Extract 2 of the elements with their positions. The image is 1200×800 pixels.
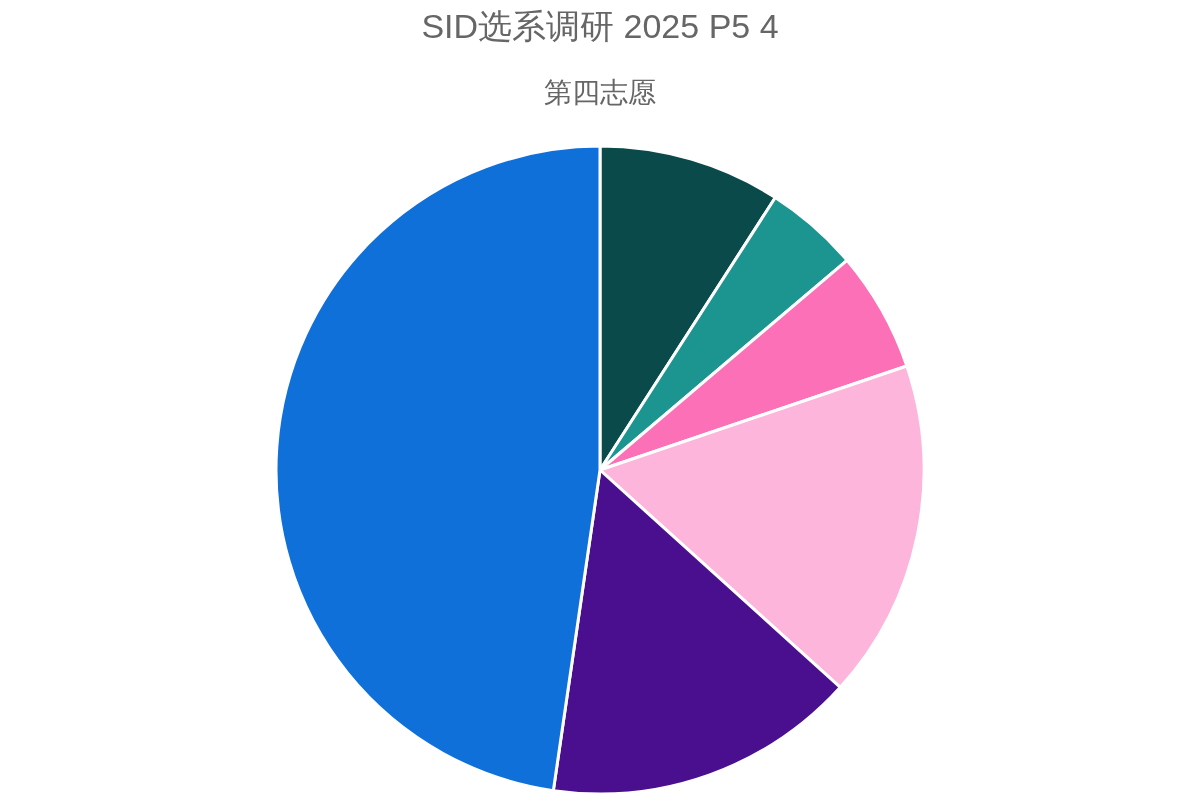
chart-title: SID选系调研 2025 P5 4 [421, 7, 779, 45]
chart-subtitle: 第四志愿 [544, 77, 656, 108]
